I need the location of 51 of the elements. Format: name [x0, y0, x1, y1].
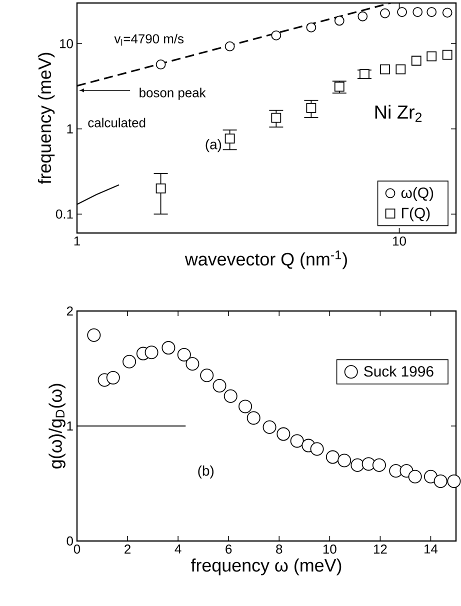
x-axis-title: frequency ω (meV) — [190, 558, 342, 576]
point — [372, 458, 386, 472]
point — [326, 450, 340, 464]
point — [186, 357, 200, 371]
legend-label: Γ(Q) — [402, 207, 430, 222]
point — [224, 389, 238, 403]
x-tick-label: 4 — [174, 544, 182, 554]
point — [162, 341, 176, 355]
y-tick-label: 0.1 — [56, 210, 73, 219]
point — [238, 400, 252, 414]
point — [350, 458, 364, 472]
point — [87, 328, 101, 342]
point — [212, 379, 226, 392]
point — [246, 411, 260, 425]
annotation: v$_{l}$=4790 m/s — [114, 34, 184, 46]
point — [290, 434, 304, 448]
y-tick-label: 1 — [67, 422, 73, 430]
annotation: Ni Zr$_{2}$ — [375, 104, 422, 122]
x-tick-label: 10 — [323, 544, 336, 554]
x-tick-label: 2 — [124, 544, 130, 554]
annotation: calculated — [88, 118, 146, 128]
point — [338, 454, 352, 468]
y-axis-title: g(ω)/g$_{D}$(ω) — [48, 384, 66, 468]
y-axis-title: frequency (meV) — [38, 52, 55, 184]
x-tick-label: 0 — [74, 544, 80, 554]
point — [434, 474, 448, 488]
point — [408, 470, 422, 484]
point — [177, 348, 191, 362]
legend-label: ω(Q) — [401, 187, 434, 201]
x-tick-label: 8 — [276, 544, 282, 554]
annotation: boson peak — [140, 88, 206, 100]
point — [424, 470, 438, 484]
x-tick-label: 14 — [424, 544, 438, 554]
point — [200, 368, 214, 382]
point — [276, 427, 290, 441]
x-tick-label: 12 — [374, 544, 387, 554]
point — [106, 370, 120, 384]
y-tick-label: 1 — [67, 124, 73, 134]
x-axis-title: wavevector Q (nm$^{-1}$) — [184, 250, 347, 270]
point — [447, 474, 461, 488]
point — [122, 354, 136, 368]
annotation: (a) — [206, 139, 222, 152]
annotation: (b) — [198, 466, 214, 478]
y-tick-label: 0 — [66, 536, 73, 546]
point — [144, 346, 158, 360]
x-tick-label: 6 — [226, 544, 232, 554]
legend-label: Suck 1996 — [364, 366, 434, 377]
y-tick-label: 2 — [66, 306, 73, 316]
point — [310, 442, 324, 456]
point — [262, 420, 276, 434]
y-tick-label: 10 — [60, 39, 73, 48]
